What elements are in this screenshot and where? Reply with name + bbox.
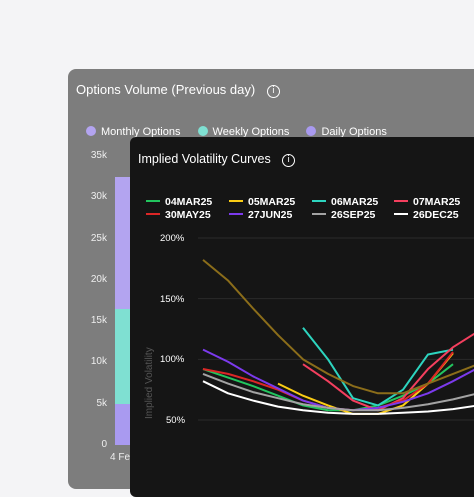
iv-curve-04mar25[interactable] <box>202 363 454 412</box>
info-icon[interactable]: i <box>266 85 280 98</box>
y-tick: 30k <box>90 191 107 202</box>
legend-label: Daily Options <box>321 126 387 138</box>
legend-27jun25[interactable]: 27JUN25 <box>229 209 292 221</box>
legend-swatch <box>312 200 326 202</box>
bar-segment[interactable] <box>115 176 131 309</box>
legend-label: 06MAR25 <box>331 196 379 208</box>
y-tick: 150% <box>160 294 185 305</box>
bar-segment[interactable] <box>115 403 131 445</box>
bar-segment[interactable] <box>115 308 131 404</box>
legend-swatch <box>229 200 243 202</box>
legend-dot <box>86 126 96 136</box>
legend-label: 26DEC25 <box>413 209 459 221</box>
y-tick: 20k <box>90 274 107 285</box>
y-tick: 15k <box>90 315 107 326</box>
options-volume-title-text: Options Volume (Previous day) <box>76 82 256 97</box>
legend-weekly-options[interactable]: Weekly Options <box>197 126 290 138</box>
legend-swatch <box>146 200 160 202</box>
legend-30may25[interactable]: 30MAY25 <box>146 209 211 221</box>
options-volume-legend: Monthly Options Weekly Options Daily Opt… <box>86 126 401 138</box>
implied-volatility-title-text: Implied Volatility Curves <box>138 152 271 166</box>
legend-label: 27JUN25 <box>248 209 293 221</box>
x-tick: 4 Feb <box>110 452 136 463</box>
y-tick: 35k <box>90 150 107 161</box>
y-tick: 25k <box>90 233 107 244</box>
legend-monthly-options[interactable]: Monthly Options <box>86 126 180 138</box>
legend-daily-options[interactable]: Daily Options <box>306 126 387 138</box>
info-icon[interactable]: i <box>282 154 296 167</box>
legend-label: 26SEP25 <box>331 209 376 221</box>
legend-dot <box>197 126 208 136</box>
legend-05mar25[interactable]: 05MAR25 <box>229 196 295 208</box>
iv-curve-06mar25[interactable] <box>302 327 454 407</box>
implied-volatility-panel: Implied Volatility Curves i 04MAR25 05MA… <box>130 137 474 497</box>
legend-swatch <box>146 213 160 215</box>
legend-04mar25[interactable]: 04MAR25 <box>146 196 212 208</box>
implied-volatility-title: Implied Volatility Curves i <box>138 152 296 167</box>
legend-dot <box>306 126 317 136</box>
legend-label: 07MAR25 <box>413 196 461 208</box>
legend-label: 05MAR25 <box>248 196 296 208</box>
iv-curve-26dec25[interactable] <box>202 380 474 415</box>
iv-curve-26sep25[interactable] <box>202 372 474 412</box>
iv-curve[interactable] <box>202 259 474 395</box>
legend-swatch <box>312 213 326 215</box>
y-tick: 100% <box>160 354 185 365</box>
iv-curves-plot <box>198 237 474 421</box>
legend-label: Monthly Options <box>101 126 181 138</box>
y-tick: 50% <box>166 415 186 426</box>
legend-07mar25[interactable]: 07MAR25 <box>394 196 460 208</box>
y-tick: 10k <box>90 356 107 367</box>
legend-label: 30MAY25 <box>165 209 211 221</box>
y-tick: 0 <box>101 439 107 450</box>
legend-label: Weekly Options <box>212 126 290 138</box>
options-volume-title: Options Volume (Previous day) i <box>76 82 280 98</box>
legend-swatch <box>394 213 408 215</box>
legend-label: 04MAR25 <box>165 196 213 208</box>
legend-06mar25[interactable]: 06MAR25 <box>312 196 378 208</box>
y-tick: 5k <box>96 398 107 409</box>
legend-26sep25[interactable]: 26SEP25 <box>312 209 375 221</box>
legend-swatch <box>229 213 243 215</box>
legend-swatch <box>394 200 408 202</box>
legend-26dec25[interactable]: 26DEC25 <box>394 209 459 221</box>
y-tick: 200% <box>160 233 185 244</box>
